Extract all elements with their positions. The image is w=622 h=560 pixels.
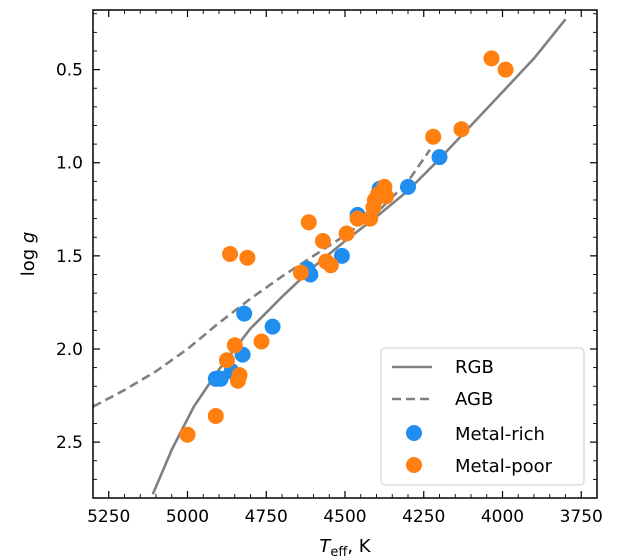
metal-poor-point bbox=[239, 249, 256, 266]
metal-poor-point bbox=[497, 61, 514, 78]
x-axis-label-main: T bbox=[319, 536, 332, 557]
legend-rgb-label: RGB bbox=[455, 357, 494, 378]
metal-poor-point bbox=[253, 333, 270, 350]
x-tick-labels: 5250 5000 4750 4500 4250 4000 3750 bbox=[87, 507, 603, 527]
agb-line bbox=[93, 148, 432, 408]
legend-metal-poor-marker bbox=[406, 457, 422, 473]
x-tick-label: 4500 bbox=[323, 507, 366, 527]
metal-poor-point bbox=[218, 352, 235, 369]
metal-poor-point bbox=[322, 257, 339, 274]
metal-poor-point bbox=[300, 214, 317, 231]
metal-poor-point bbox=[292, 264, 309, 281]
metal-poor-point bbox=[226, 337, 243, 354]
metal-poor-point bbox=[425, 128, 442, 145]
metal-poor-point bbox=[453, 121, 470, 138]
metal-poor-point bbox=[338, 225, 355, 242]
plot-frame bbox=[92, 9, 598, 499]
legend-agb-label: AGB bbox=[455, 389, 493, 410]
y-tick-label: 1.0 bbox=[56, 154, 83, 174]
y-tick-label: 2.0 bbox=[56, 340, 83, 360]
legend-box bbox=[380, 347, 585, 486]
major-ticks bbox=[93, 10, 597, 498]
x-tick-label: 3750 bbox=[560, 507, 603, 527]
x-axis-label: Teff, K bbox=[319, 536, 371, 560]
x-tick-label: 5000 bbox=[166, 507, 209, 527]
y-axis-label: log g bbox=[18, 232, 39, 277]
series-points bbox=[179, 50, 514, 443]
metal-poor-point bbox=[349, 210, 366, 227]
metal-poor-point bbox=[179, 426, 196, 443]
x-axis-label-sub: eff bbox=[330, 545, 348, 560]
metal-poor-point bbox=[231, 367, 248, 384]
x-tick-label: 4250 bbox=[402, 507, 445, 527]
legend-metal-rich-marker bbox=[406, 425, 422, 441]
metal-poor-point bbox=[314, 233, 331, 249]
x-tick-label: 5250 bbox=[87, 507, 130, 527]
metal-poor-point bbox=[378, 188, 394, 205]
x-tick-label: 4000 bbox=[481, 507, 524, 527]
legend-metal-rich-label: Metal-rich bbox=[455, 424, 545, 445]
metal-rich-point bbox=[400, 178, 416, 195]
x-axis-label-unit: , K bbox=[347, 536, 371, 557]
metal-rich-point bbox=[431, 149, 448, 166]
metal-poor-point bbox=[222, 246, 238, 262]
x-tick-label: 4750 bbox=[245, 507, 288, 527]
metal-rich-point bbox=[333, 247, 350, 264]
y-tick-labels: 0.5 1.0 1.5 2.0 2.5 bbox=[56, 61, 83, 454]
y-axis-label-main: log bbox=[18, 243, 39, 276]
legend-metal-poor-label: Metal-poor bbox=[455, 456, 553, 477]
metal-poor-point bbox=[483, 50, 500, 67]
y-tick-label: 0.5 bbox=[56, 61, 83, 81]
y-tick-label: 1.5 bbox=[56, 247, 83, 267]
metal-poor-point bbox=[207, 408, 224, 424]
y-tick-label: 2.5 bbox=[56, 433, 83, 453]
metal-rich-point bbox=[236, 305, 253, 322]
legend: RGB AGB Metal-rich Metal-poor bbox=[380, 347, 585, 486]
y-axis-label-italic: g bbox=[18, 232, 39, 243]
metal-rich-point bbox=[264, 318, 281, 335]
